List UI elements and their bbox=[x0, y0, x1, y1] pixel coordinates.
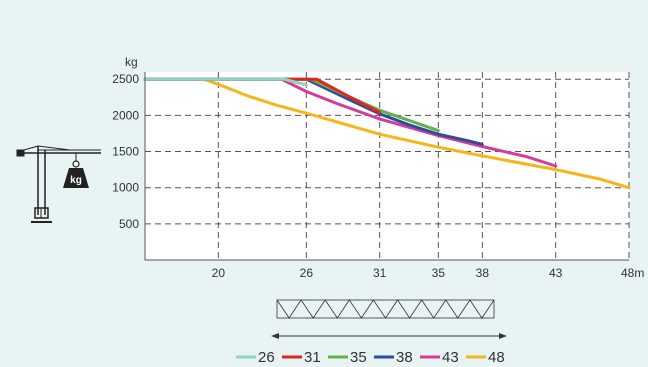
x-tick-label: 35 bbox=[432, 266, 446, 280]
series-lines bbox=[143, 77, 631, 190]
grid bbox=[145, 72, 630, 260]
legend-label-38: 38 bbox=[396, 349, 413, 366]
legend-label-26: 26 bbox=[258, 349, 275, 366]
x-tick-labels: 20 26 31 35 38 43 48m bbox=[212, 266, 645, 280]
y-tick-label: 1500 bbox=[112, 145, 139, 159]
series-line-38 bbox=[143, 77, 484, 146]
legend-label-35: 35 bbox=[350, 349, 367, 366]
y-axis-label: kg bbox=[125, 55, 138, 69]
x-tick-label: 31 bbox=[373, 266, 387, 280]
series-line-26 bbox=[143, 77, 308, 87]
x-tick-label: 20 bbox=[212, 266, 226, 280]
x-tick-label: 43 bbox=[549, 266, 563, 280]
y-tick-label: 500 bbox=[119, 217, 139, 231]
kg-weight-icon: kg bbox=[63, 160, 89, 188]
plot-area bbox=[145, 72, 629, 260]
tower-crane-icon bbox=[16, 145, 101, 223]
x-tick-label: 38 bbox=[476, 266, 490, 280]
legend-label-31: 31 bbox=[304, 349, 321, 366]
x-tick-label: 26 bbox=[300, 266, 314, 280]
x-tick-label: 48m bbox=[621, 266, 644, 280]
y-tick-label: 2000 bbox=[112, 108, 139, 122]
legend-label-43: 43 bbox=[442, 349, 459, 366]
legend: 26 31 35 38 43 48 bbox=[236, 349, 505, 366]
legend-label-48: 48 bbox=[488, 349, 505, 366]
jib-section-icon bbox=[271, 299, 507, 339]
series-line-48 bbox=[202, 77, 631, 190]
y-tick-labels: 500 1000 1500 2000 2500 bbox=[112, 72, 139, 231]
weight-label: kg bbox=[70, 175, 82, 186]
series-line-43 bbox=[143, 77, 558, 168]
y-tick-label: 2500 bbox=[112, 72, 139, 86]
y-tick-label: 1000 bbox=[112, 181, 139, 195]
